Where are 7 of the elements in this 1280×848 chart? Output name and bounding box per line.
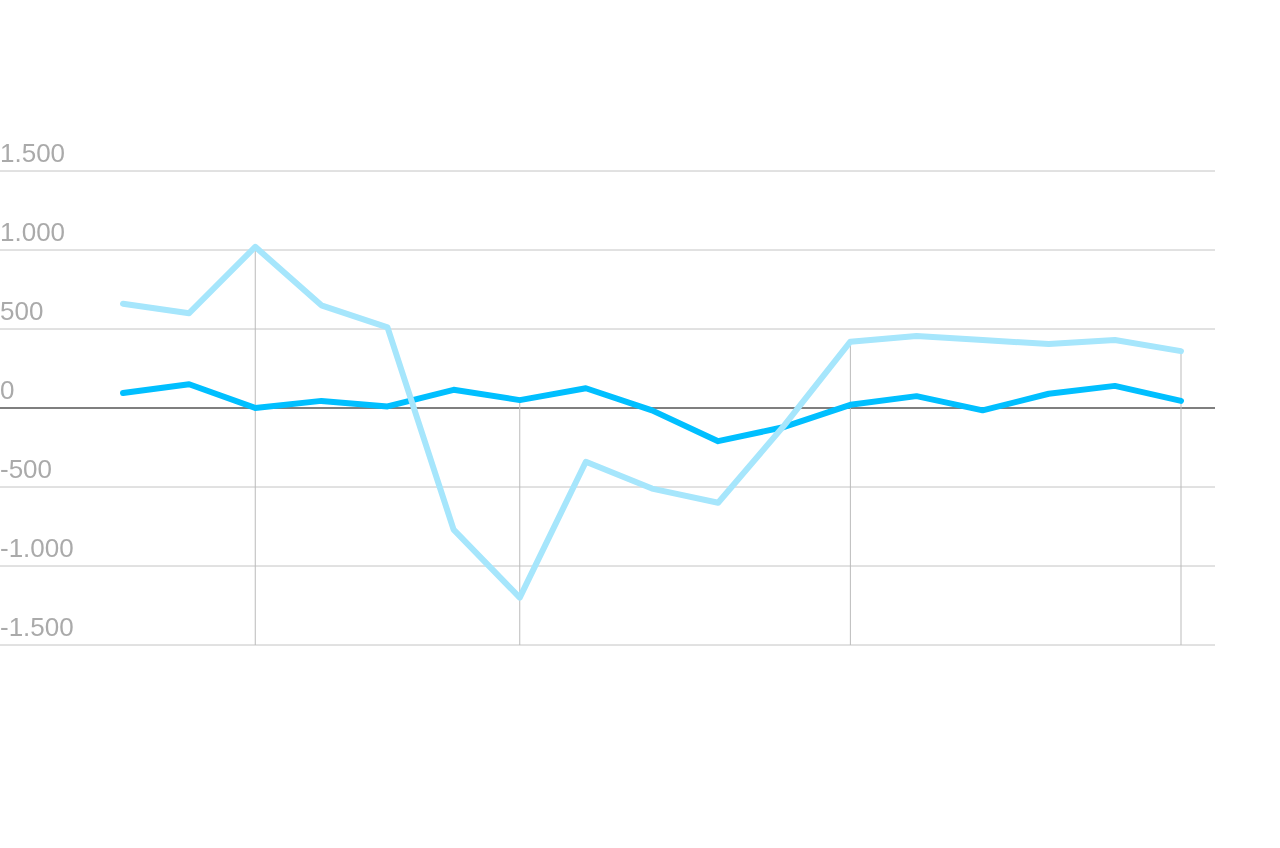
- y-tick-label: -500: [0, 454, 53, 484]
- y-tick-label: -1.500: [0, 612, 74, 642]
- y-tick-label: 0: [0, 375, 15, 405]
- y-tick-label: -1.000: [0, 533, 74, 563]
- y-tick-label: 1.500: [0, 138, 66, 168]
- y-tick-label: 1.000: [0, 217, 66, 247]
- y-tick-label: 500: [0, 296, 44, 326]
